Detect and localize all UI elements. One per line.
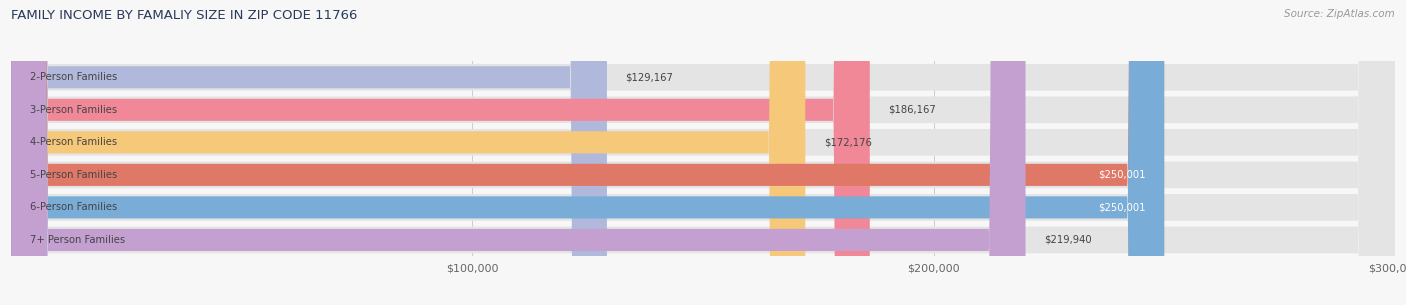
FancyBboxPatch shape bbox=[11, 0, 1395, 305]
FancyBboxPatch shape bbox=[11, 0, 607, 305]
FancyBboxPatch shape bbox=[11, 0, 806, 305]
Text: $172,176: $172,176 bbox=[824, 137, 872, 147]
FancyBboxPatch shape bbox=[11, 0, 1395, 305]
Text: 7+ Person Families: 7+ Person Families bbox=[30, 235, 125, 245]
FancyBboxPatch shape bbox=[11, 0, 1395, 305]
Text: 5-Person Families: 5-Person Families bbox=[30, 170, 117, 180]
FancyBboxPatch shape bbox=[11, 0, 1164, 305]
Text: 4-Person Families: 4-Person Families bbox=[30, 137, 117, 147]
Text: 6-Person Families: 6-Person Families bbox=[30, 203, 117, 212]
Text: 2-Person Families: 2-Person Families bbox=[30, 72, 117, 82]
Text: Source: ZipAtlas.com: Source: ZipAtlas.com bbox=[1284, 9, 1395, 19]
FancyBboxPatch shape bbox=[11, 0, 1164, 305]
Text: $250,001: $250,001 bbox=[1098, 170, 1146, 180]
Text: $129,167: $129,167 bbox=[626, 72, 673, 82]
Text: $250,001: $250,001 bbox=[1098, 203, 1146, 212]
FancyBboxPatch shape bbox=[11, 0, 1395, 305]
FancyBboxPatch shape bbox=[11, 0, 1395, 305]
FancyBboxPatch shape bbox=[11, 0, 1395, 305]
FancyBboxPatch shape bbox=[11, 0, 1025, 305]
Text: $186,167: $186,167 bbox=[889, 105, 936, 115]
Text: 3-Person Families: 3-Person Families bbox=[30, 105, 117, 115]
Text: $219,940: $219,940 bbox=[1045, 235, 1091, 245]
Text: FAMILY INCOME BY FAMALIY SIZE IN ZIP CODE 11766: FAMILY INCOME BY FAMALIY SIZE IN ZIP COD… bbox=[11, 9, 357, 22]
FancyBboxPatch shape bbox=[11, 0, 870, 305]
